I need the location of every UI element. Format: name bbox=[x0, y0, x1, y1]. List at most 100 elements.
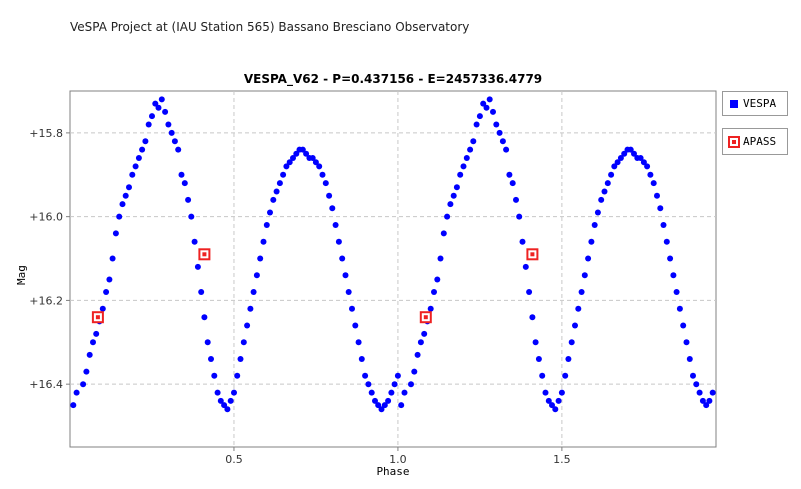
vespa-data-point bbox=[257, 255, 264, 262]
vespa-data-point bbox=[513, 196, 519, 203]
vespa-data-point bbox=[381, 402, 388, 409]
vespa-data-point bbox=[444, 213, 451, 220]
vespa-data-point bbox=[594, 209, 601, 216]
vespa-data-point bbox=[227, 397, 234, 404]
vespa-data-point bbox=[637, 155, 644, 161]
vespa-data-point bbox=[214, 389, 221, 396]
vespa-data-point bbox=[240, 339, 247, 346]
vespa-data-point bbox=[601, 188, 608, 195]
vespa-data-point bbox=[103, 289, 110, 295]
vespa-data-point bbox=[670, 272, 677, 279]
vespa-data-point bbox=[526, 289, 533, 295]
vespa-data-point bbox=[309, 155, 316, 161]
vespa-data-point bbox=[499, 138, 506, 145]
vespa-data-point bbox=[90, 339, 96, 346]
data-points bbox=[70, 96, 716, 413]
vespa-data-point bbox=[453, 184, 460, 191]
vespa-data-point bbox=[217, 397, 224, 404]
vespa-data-point bbox=[322, 180, 329, 187]
vespa-data-point bbox=[460, 163, 467, 170]
vespa-data-point bbox=[171, 138, 178, 145]
vespa-data-point bbox=[286, 159, 293, 166]
vespa-data-point bbox=[522, 263, 529, 270]
vespa-data-point bbox=[483, 104, 490, 111]
vespa-data-point bbox=[375, 402, 382, 409]
vespa-data-point bbox=[83, 368, 90, 375]
vespa-data-point bbox=[676, 305, 683, 312]
x-tick-label: 1.0 bbox=[389, 453, 407, 466]
vespa-data-point bbox=[339, 255, 346, 262]
vespa-data-point bbox=[155, 104, 162, 111]
x-tick-label: 0.5 bbox=[225, 453, 243, 466]
vespa-data-point bbox=[276, 180, 283, 187]
vespa-data-point bbox=[267, 209, 273, 216]
x-tick-label: 1.5 bbox=[553, 453, 571, 466]
vespa-data-point bbox=[575, 305, 582, 312]
vespa-data-point bbox=[414, 351, 421, 358]
vespa-data-point bbox=[119, 201, 126, 208]
legend-label-apass: APASS bbox=[743, 135, 777, 148]
vespa-data-point bbox=[447, 201, 454, 208]
vespa-data-point bbox=[647, 171, 654, 178]
vespa-data-point bbox=[680, 322, 687, 329]
vespa-data-point bbox=[411, 368, 418, 375]
vespa-data-point bbox=[372, 397, 378, 404]
vespa-data-point bbox=[457, 171, 464, 178]
vespa-data-point bbox=[237, 356, 244, 362]
vespa-data-point bbox=[188, 213, 195, 220]
vespa-data-point bbox=[135, 155, 142, 161]
vespa-data-point bbox=[654, 192, 660, 199]
vespa-data-point bbox=[178, 171, 185, 178]
vespa-data-point bbox=[168, 129, 175, 136]
vespa-data-point bbox=[683, 339, 690, 346]
vespa-data-point bbox=[335, 238, 342, 245]
vespa-data-point bbox=[476, 113, 483, 120]
vespa-data-point bbox=[640, 159, 647, 166]
vespa-data-point bbox=[585, 255, 592, 262]
vespa-data-point bbox=[201, 314, 208, 321]
vespa-data-point bbox=[591, 222, 598, 228]
vespa-data-point bbox=[581, 272, 588, 279]
vespa-data-point bbox=[667, 255, 674, 262]
vespa-data-point bbox=[293, 150, 300, 157]
legend-label-vespa: VESPA bbox=[743, 97, 777, 110]
vespa-data-point bbox=[319, 171, 326, 178]
vespa-data-point bbox=[139, 146, 146, 153]
vespa-data-point bbox=[352, 322, 359, 329]
vespa-data-point bbox=[112, 230, 119, 237]
vespa-data-point bbox=[644, 163, 651, 170]
vespa-data-point bbox=[273, 188, 280, 195]
vespa-data-point bbox=[686, 356, 693, 362]
vespa-data-point bbox=[129, 171, 136, 178]
vespa-data-point bbox=[126, 184, 132, 191]
vespa-data-point bbox=[417, 339, 424, 346]
vespa-data-point bbox=[480, 100, 487, 107]
vespa-data-point bbox=[316, 163, 323, 170]
vespa-data-point bbox=[303, 150, 310, 157]
vespa-data-point bbox=[693, 381, 700, 388]
vespa-data-point bbox=[568, 339, 575, 346]
vespa-data-point bbox=[326, 192, 333, 199]
vespa-data-point bbox=[70, 402, 77, 409]
vespa-data-point bbox=[437, 255, 444, 262]
vespa-marker-icon bbox=[730, 100, 738, 108]
vespa-data-point bbox=[506, 171, 513, 178]
vespa-data-point bbox=[519, 238, 526, 245]
vespa-data-point bbox=[73, 389, 80, 396]
vespa-data-point bbox=[368, 389, 375, 396]
vespa-data-point bbox=[290, 155, 296, 161]
vespa-data-point bbox=[621, 150, 628, 157]
legend-item-vespa: VESPA bbox=[722, 91, 788, 116]
x-axis-label: Phase bbox=[376, 465, 409, 478]
vespa-data-point bbox=[106, 276, 113, 283]
vespa-data-point bbox=[299, 146, 306, 153]
y-tick-label: +16.0 bbox=[29, 211, 63, 224]
vespa-data-point bbox=[332, 222, 339, 228]
vespa-data-point bbox=[283, 163, 290, 170]
vespa-data-point bbox=[152, 100, 159, 107]
page-title: VeSPA Project at (IAU Station 565) Bassa… bbox=[70, 20, 470, 34]
vespa-data-point bbox=[450, 192, 457, 199]
vespa-data-point bbox=[175, 146, 182, 153]
vespa-data-point bbox=[493, 121, 500, 128]
vespa-data-point bbox=[431, 289, 437, 295]
